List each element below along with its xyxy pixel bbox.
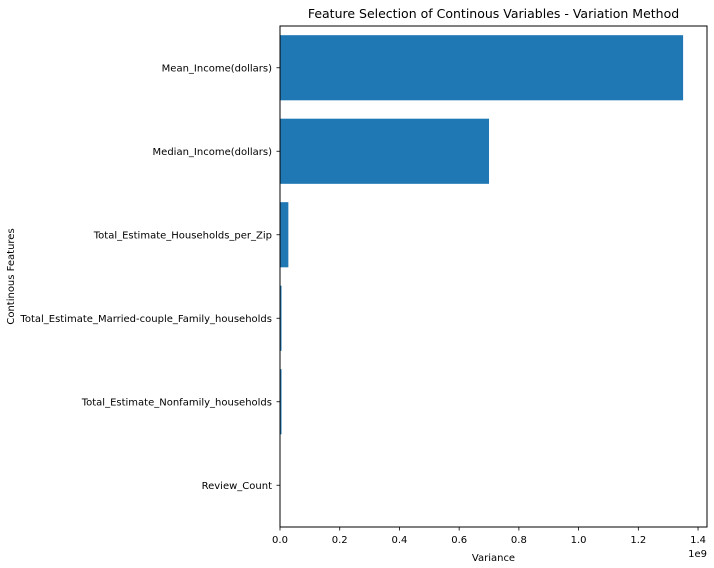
y-tick-label: Mean_Income(dollars) (162, 63, 272, 74)
y-tick-label: Review_Count (202, 481, 272, 492)
x-axis-label: Variance (472, 553, 515, 564)
y-tick-label: Median_Income(dollars) (153, 147, 273, 158)
x-tick-label: 1.2 (630, 535, 646, 546)
plot-frame (279, 25, 708, 528)
bar-0 (280, 35, 684, 101)
bar-1 (280, 118, 490, 184)
bar-3 (280, 285, 282, 351)
x-tick-label: 1.0 (571, 535, 587, 546)
chart-title: Feature Selection of Continous Variables… (308, 6, 679, 21)
y-tick-label: Total_Estimate_Households_per_Zip (93, 230, 272, 241)
x-tick-label: 0.0 (272, 535, 288, 546)
x-axis-offset-text: 1e9 (688, 549, 707, 560)
bars-group (280, 35, 684, 435)
x-tick-label: 0.4 (391, 535, 407, 546)
bar-4 (280, 369, 282, 435)
y-tick-label: Total_Estimate_Nonfamily_households (81, 397, 272, 408)
y-tick-label: Total_Estimate_Married-couple_Family_hou… (19, 314, 272, 325)
y-axis-ticks: Mean_Income(dollars) Median_Income(dollar… (19, 63, 280, 492)
y-axis-label: Continous Features (6, 228, 17, 324)
x-tick-label: 0.8 (511, 535, 527, 546)
x-tick-label: 1.4 (690, 535, 706, 546)
x-tick-label: 0.2 (332, 535, 348, 546)
x-tick-label: 0.6 (451, 535, 467, 546)
x-axis-ticks: 0.0 0.2 0.4 0.6 0.8 1.0 1.2 1.4 (272, 527, 706, 546)
bar-2 (280, 202, 289, 268)
